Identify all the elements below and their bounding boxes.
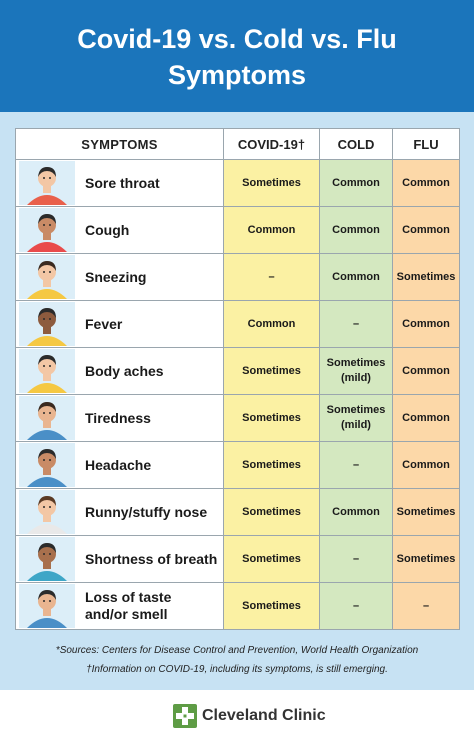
person-illustration-icon: [19, 584, 75, 628]
covid-frequency-cell: Sometimes: [223, 347, 320, 395]
person-illustration-icon: [19, 396, 75, 440]
symptom-label: Runny/stuffy nose: [85, 503, 208, 520]
covid-frequency-cell: Sometimes: [223, 535, 320, 583]
table-row: Cough Common Common Common: [15, 206, 460, 254]
sources-note: *Sources: Centers for Disease Control an…: [55, 645, 419, 656]
flu-frequency-cell: Sometimes: [392, 488, 460, 536]
flu-frequency-cell: Common: [392, 300, 460, 348]
covid-frequency-cell: Common: [223, 300, 320, 348]
cold-frequency-cell: –: [319, 535, 393, 583]
page-title-line1: Covid-19 vs. Cold vs. Flu: [77, 24, 397, 54]
flu-frequency-cell: Sometimes: [392, 535, 460, 583]
symptom-cell: Runny/stuffy nose: [15, 488, 224, 536]
symptom-label: Shortness of breath: [85, 550, 218, 567]
brand-logo: Cleveland Clinic: [173, 704, 326, 728]
table-row: Fever Common – Common: [15, 300, 460, 348]
cold-frequency-cell: –: [319, 441, 393, 489]
symptom-cell: Tiredness: [15, 394, 224, 442]
page-header: Covid-19 vs. Cold vs. Flu Symptoms: [0, 0, 474, 112]
cold-frequency-cell: –: [319, 582, 393, 630]
header-symptoms: SYMPTOMS: [15, 128, 224, 160]
flu-frequency-cell: Common: [392, 159, 460, 207]
symptom-label: Body aches: [85, 362, 164, 379]
flu-frequency-cell: Common: [392, 441, 460, 489]
table-row: Tiredness Sometimes Sometimes (mild) Common: [15, 394, 460, 442]
person-illustration-icon: [19, 255, 75, 299]
covid-frequency-cell: Sometimes: [223, 488, 320, 536]
symptom-label: Loss of taste and/or smell: [85, 589, 172, 622]
person-illustration-icon: [19, 208, 75, 252]
cold-frequency-cell: Common: [319, 488, 393, 536]
header-covid: COVID-19†: [223, 128, 320, 160]
footnotes: *Sources: Centers for Disease Control an…: [0, 641, 474, 679]
symptom-cell: Sneezing: [15, 253, 224, 301]
covid-frequency-cell: Sometimes: [223, 159, 320, 207]
symptom-cell: Sore throat: [15, 159, 224, 207]
table-row: Shortness of breath Sometimes – Sometimes: [15, 535, 460, 583]
covid-frequency-cell: Sometimes: [223, 582, 320, 630]
covid-frequency-cell: Sometimes: [223, 441, 320, 489]
flu-frequency-cell: Common: [392, 394, 460, 442]
covid-frequency-cell: Common: [223, 206, 320, 254]
symptom-label: Cough: [85, 221, 130, 238]
symptom-cell: Fever: [15, 300, 224, 348]
person-illustration-icon: [19, 537, 75, 581]
cold-frequency-cell: Sometimes (mild): [319, 394, 393, 442]
person-illustration-icon: [19, 349, 75, 393]
table-row: Sneezing – Common Sometimes: [15, 253, 460, 301]
cold-frequency-cell: Common: [319, 159, 393, 207]
table-row: Headache Sometimes – Common: [15, 441, 460, 489]
symptom-label: Headache: [85, 456, 152, 473]
table-row: Body aches Sometimes Sometimes (mild) Commo…: [15, 347, 460, 395]
covid-info-note: †Information on COVID-19, including its …: [86, 664, 388, 675]
symptoms-table: SYMPTOMS COVID-19† COLD FLU Sore throat S…: [15, 128, 460, 630]
table-row: Sore throat Sometimes Common Common: [15, 159, 460, 207]
header-flu: FLU: [392, 128, 460, 160]
brand-name: Cleveland Clinic: [202, 707, 326, 724]
page-title-line2: Symptoms: [167, 60, 307, 90]
flu-frequency-cell: –: [392, 582, 460, 630]
flu-frequency-cell: Sometimes: [392, 253, 460, 301]
header-cold: COLD: [319, 128, 393, 160]
person-illustration-icon: [19, 490, 75, 534]
footer: Cleveland Clinic: [0, 690, 474, 750]
symptom-cell: Loss of taste and/or smell: [15, 582, 224, 630]
cleveland-clinic-logo-icon: [173, 704, 197, 728]
cold-frequency-cell: –: [319, 300, 393, 348]
flu-frequency-cell: Common: [392, 206, 460, 254]
symptom-label: Fever: [85, 315, 123, 332]
symptom-label: Tiredness: [85, 409, 151, 426]
covid-frequency-cell: Sometimes: [223, 394, 320, 442]
cold-frequency-cell: Common: [319, 253, 393, 301]
table-row: Runny/stuffy nose Sometimes Common Sometime…: [15, 488, 460, 536]
cold-frequency-cell: Sometimes (mild): [319, 347, 393, 395]
table-row: Loss of taste and/or smell Sometimes – –: [15, 582, 460, 630]
symptom-cell: Headache: [15, 441, 224, 489]
person-illustration-icon: [19, 443, 75, 487]
cold-frequency-cell: Common: [319, 206, 393, 254]
person-illustration-icon: [19, 161, 75, 205]
symptom-cell: Body aches: [15, 347, 224, 395]
symptom-cell: Shortness of breath: [15, 535, 224, 583]
covid-frequency-cell: –: [223, 253, 320, 301]
table-header-row: SYMPTOMS COVID-19† COLD FLU: [15, 128, 460, 160]
symptom-label: Sore throat: [85, 174, 160, 191]
symptom-label: Sneezing: [85, 268, 147, 285]
flu-frequency-cell: Common: [392, 347, 460, 395]
person-illustration-icon: [19, 302, 75, 346]
symptom-cell: Cough: [15, 206, 224, 254]
